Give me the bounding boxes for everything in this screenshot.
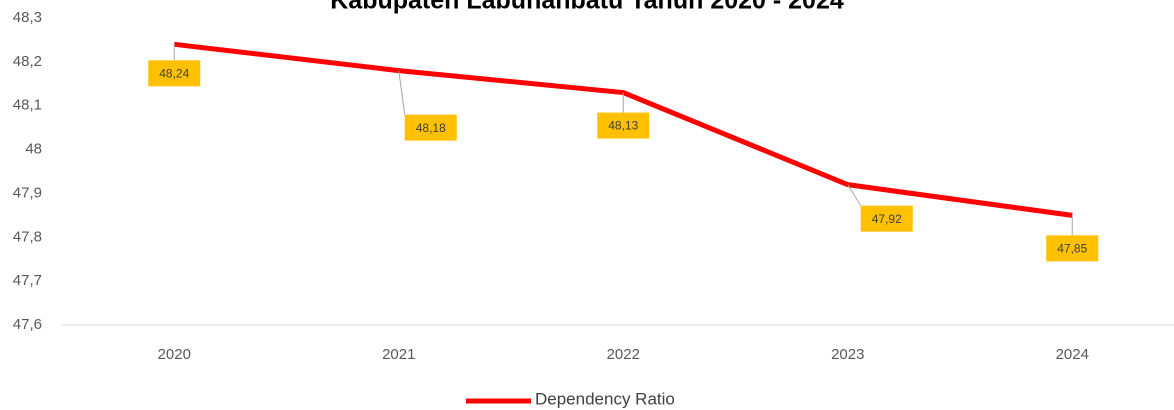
label-box bbox=[597, 112, 650, 139]
data-label: 47,92 bbox=[872, 212, 902, 226]
data-label: 47,85 bbox=[1057, 242, 1087, 256]
x-tick-label: 2022 bbox=[607, 346, 640, 363]
chart-title: Kabupaten Labuhanbatu Tahun 2020 - 2024 bbox=[330, 0, 844, 15]
data-label: 48,13 bbox=[608, 119, 638, 133]
label-box bbox=[860, 205, 913, 232]
y-tick-label: 48,3 bbox=[13, 9, 42, 26]
x-tick-label: 2020 bbox=[158, 346, 191, 363]
data-label: 48,18 bbox=[416, 121, 446, 135]
y-tick-label: 47,6 bbox=[13, 316, 42, 333]
label-box bbox=[148, 60, 201, 87]
label-box bbox=[1046, 235, 1099, 262]
label-box bbox=[404, 114, 457, 141]
x-tick-label: 2023 bbox=[831, 346, 864, 363]
data-line bbox=[173, 41, 1073, 218]
leader-line bbox=[398, 70, 406, 115]
y-tick-label: 48 bbox=[25, 141, 42, 158]
y-tick-label: 47,7 bbox=[13, 272, 42, 289]
legend-label: Dependency Ratio bbox=[535, 389, 675, 408]
x-tick-label: 2024 bbox=[1056, 346, 1089, 363]
y-tick-label: 48,2 bbox=[13, 53, 42, 70]
x-tick-label: 2021 bbox=[382, 346, 415, 363]
data-label: 48,24 bbox=[159, 66, 189, 80]
y-tick-label: 47,8 bbox=[13, 228, 42, 245]
y-tick-label: 47,9 bbox=[13, 184, 42, 201]
leader-line bbox=[847, 184, 862, 206]
y-tick-label: 48,1 bbox=[13, 97, 42, 114]
